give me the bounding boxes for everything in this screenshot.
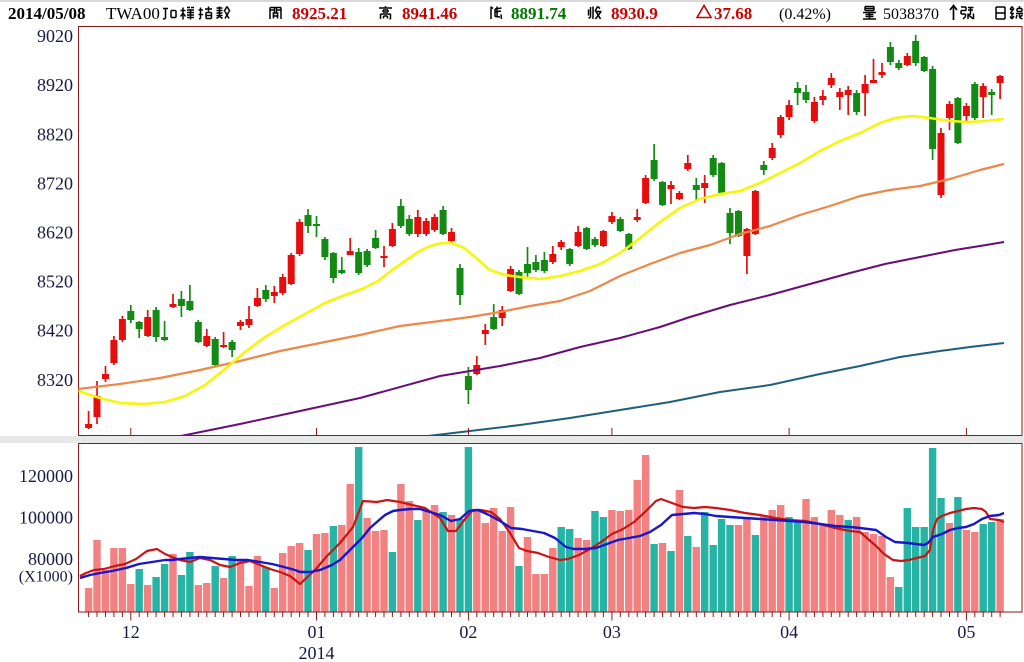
svg-text:8420: 8420: [37, 321, 73, 341]
svg-text:8520: 8520: [37, 272, 73, 292]
svg-text:8925.21: 8925.21: [292, 4, 347, 23]
svg-text:TWA00: TWA00: [106, 4, 160, 23]
svg-text:02: 02: [459, 622, 477, 642]
svg-text:(0.42%): (0.42%): [779, 6, 831, 23]
svg-text:12: 12: [122, 622, 140, 642]
svg-text:100000: 100000: [19, 508, 73, 528]
svg-text:(X1000): (X1000): [19, 569, 73, 586]
svg-text:8920: 8920: [37, 75, 73, 95]
svg-text:8930.9: 8930.9: [611, 4, 658, 23]
svg-text:8891.74: 8891.74: [511, 4, 567, 23]
svg-text:04: 04: [780, 622, 798, 642]
svg-text:8320: 8320: [37, 370, 73, 390]
svg-text:2014/05/08: 2014/05/08: [8, 4, 85, 23]
svg-text:37.68: 37.68: [714, 4, 752, 23]
svg-text:80000: 80000: [28, 549, 73, 569]
svg-text:9020: 9020: [37, 26, 73, 46]
svg-text:2014: 2014: [299, 643, 335, 662]
svg-text:01: 01: [308, 622, 326, 642]
svg-text:8720: 8720: [37, 173, 73, 193]
svg-text:120000: 120000: [19, 466, 73, 486]
svg-text:5038370: 5038370: [883, 6, 939, 23]
svg-text:8941.46: 8941.46: [402, 4, 457, 23]
svg-text:05: 05: [957, 622, 975, 642]
svg-text:8620: 8620: [37, 223, 73, 243]
svg-text:8820: 8820: [37, 124, 73, 144]
svg-text:03: 03: [603, 622, 621, 642]
